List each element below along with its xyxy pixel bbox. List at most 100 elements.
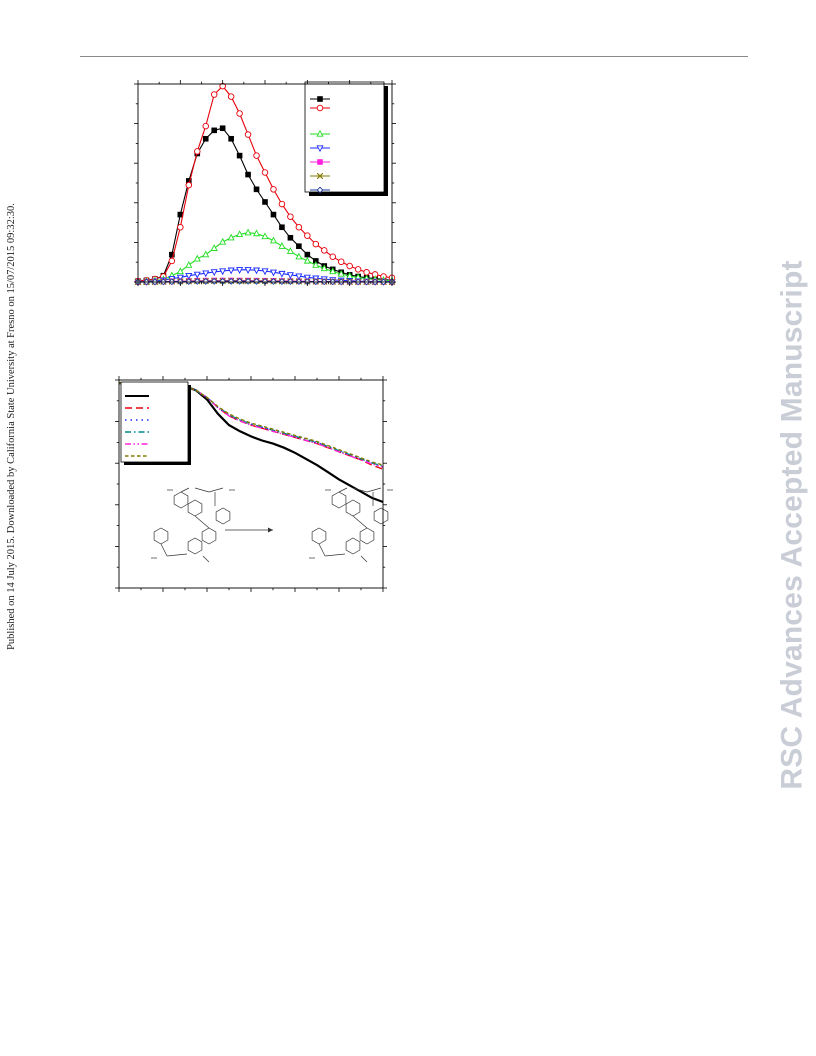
data-point — [261, 169, 269, 176]
legend-sample-marker — [317, 159, 323, 165]
data-point — [269, 236, 278, 244]
data-point — [227, 233, 235, 241]
ring — [201, 527, 217, 545]
data-point — [202, 135, 209, 142]
data-point — [337, 269, 345, 277]
data-point — [227, 277, 235, 285]
legend-sample-marker — [316, 186, 324, 194]
data-point — [303, 274, 311, 282]
data-point — [210, 277, 218, 285]
data-point — [261, 232, 269, 240]
ring — [153, 527, 169, 545]
data-point — [278, 270, 286, 278]
legend-sample-marker — [317, 96, 323, 102]
legend-sample-marker — [316, 129, 324, 137]
bond — [352, 515, 368, 529]
data-point — [227, 267, 235, 275]
data-point — [287, 234, 294, 241]
data-point — [262, 199, 268, 205]
data-point — [304, 232, 311, 239]
bond — [324, 553, 346, 557]
figure-1-series — [134, 82, 396, 287]
data-point — [321, 247, 328, 254]
download-note: Published on 14 July 2015. Downloaded by… — [4, 196, 18, 656]
reaction-scheme — [151, 487, 393, 563]
data-point — [286, 272, 294, 280]
data-point — [185, 181, 193, 189]
data-point — [176, 267, 184, 275]
ring — [373, 507, 389, 525]
header-rule — [80, 56, 748, 57]
data-point — [186, 178, 192, 184]
data-point — [194, 148, 201, 155]
data-point — [210, 244, 218, 251]
download-note-text: Published on 14 July 2015. Downloaded by… — [5, 202, 17, 650]
data-point — [219, 268, 227, 276]
data-point — [227, 93, 235, 100]
data-point — [210, 269, 218, 277]
bond — [208, 487, 224, 493]
data-point — [202, 122, 209, 130]
ring — [345, 499, 361, 517]
data-point — [219, 125, 226, 132]
data-point — [244, 228, 252, 236]
data-point — [228, 135, 234, 142]
ring — [187, 499, 203, 517]
bond — [360, 555, 368, 563]
data-point — [202, 277, 210, 285]
data-point — [313, 258, 319, 264]
data-point — [244, 131, 252, 138]
reaction-arrowhead — [268, 527, 273, 533]
figure-1-line-chart — [134, 80, 396, 287]
data-point — [202, 270, 210, 278]
legend-sample-marker — [316, 145, 324, 153]
data-point — [245, 171, 251, 178]
data-point — [312, 260, 320, 268]
data-point — [346, 262, 353, 270]
data-point — [193, 254, 201, 262]
data-point — [329, 267, 337, 275]
ring — [311, 527, 327, 545]
bond — [202, 555, 210, 563]
data-point — [261, 268, 269, 276]
data-point — [236, 152, 243, 159]
data-point — [287, 213, 294, 220]
data-point — [193, 278, 201, 285]
ring — [359, 527, 375, 545]
data-point — [295, 252, 303, 260]
data-point — [236, 110, 243, 117]
ring — [173, 491, 189, 509]
figure-1-axes — [134, 80, 396, 286]
figure-2-line-chart — [115, 376, 393, 592]
figure-2-axes — [115, 376, 387, 592]
data-point — [236, 267, 244, 274]
legend-sample-marker — [316, 104, 324, 112]
accepted-manuscript-watermark: RSC Advances Accepted Manuscript — [768, 240, 816, 810]
data-point — [337, 258, 345, 266]
data-point — [211, 127, 217, 134]
data-point — [168, 257, 176, 265]
data-point — [193, 271, 201, 279]
data-point — [202, 250, 210, 258]
ring — [331, 491, 347, 509]
data-point — [185, 260, 193, 268]
series-5-line — [119, 382, 384, 468]
data-point — [252, 267, 261, 275]
data-point — [236, 230, 244, 238]
data-point — [329, 253, 336, 260]
legend-box — [120, 381, 189, 463]
data-point — [279, 224, 285, 231]
figure-2-legend — [120, 381, 191, 465]
data-point — [270, 186, 277, 193]
data-point — [295, 273, 303, 281]
legend-sample-marker — [316, 172, 324, 180]
watermark-text: RSC Advances Accepted Manuscript — [776, 260, 810, 790]
data-point — [185, 273, 193, 280]
data-point — [303, 256, 311, 264]
data-point — [286, 247, 294, 254]
data-point — [278, 278, 286, 285]
data-point — [296, 243, 302, 249]
bond — [160, 543, 168, 557]
data-point — [312, 240, 320, 248]
data-point — [270, 278, 277, 285]
